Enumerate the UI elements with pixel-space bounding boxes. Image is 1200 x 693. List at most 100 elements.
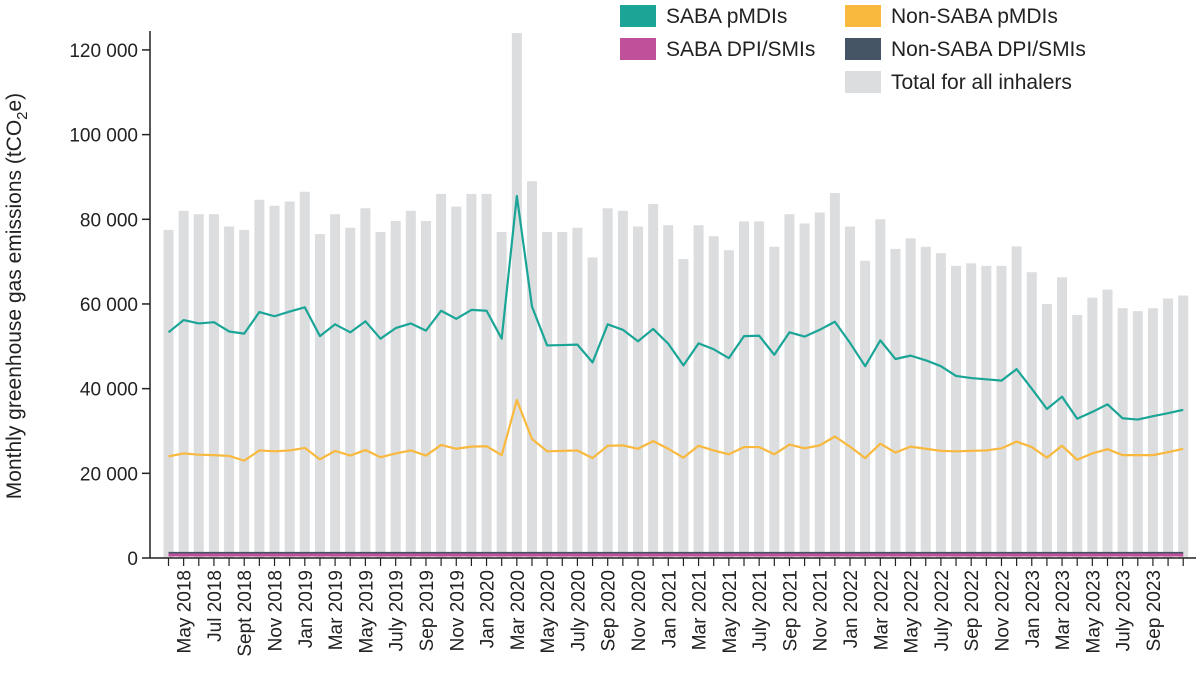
total-bar [375,231,386,559]
total-bar [1117,308,1128,558]
x-tick-label: Nov 2019 [447,570,468,651]
total-bar [860,260,871,558]
x-tick-label: Jan 2021 [659,570,680,648]
y-tick-label: 80 000 [80,210,138,231]
total-bar [739,221,750,558]
x-tick-label: Sep 2019 [417,570,438,651]
y-tick-label: 0 [127,549,138,570]
total-bar [1102,289,1113,558]
legend-item: Total for all inhalers [845,71,1072,94]
x-tick-label: May 2020 [538,570,559,653]
y-tick-label: 120 000 [69,41,138,62]
series-line-non-saba-pmdis [168,398,1184,462]
total-bar [496,231,507,559]
total-bar [557,231,568,559]
x-tick-label: Mar 2021 [690,570,711,650]
total-bar [951,265,962,558]
total-bar [572,227,583,558]
y-tick-label: 60 000 [80,295,138,316]
legend-label: Non-SABA DPI/SMIs [891,38,1086,61]
legend-swatch [845,38,881,60]
total-bar [451,206,462,558]
total-bar [905,238,916,558]
total-bar [466,193,477,558]
total-bar [754,221,765,558]
total-bar [875,219,886,559]
legend-label: SABA DPI/SMIs [666,38,815,61]
total-bar [526,181,537,558]
total-bar [1147,308,1158,558]
total-bar [799,223,810,558]
x-tick-label: Jan 2023 [1023,570,1044,648]
legend-swatch [620,38,656,60]
y-axis-label-subscript: 2 [14,112,31,120]
total-bar [784,214,795,558]
x-tick-label: Sep 2021 [780,570,801,651]
x-tick-label: May 2018 [175,570,196,653]
y-axis-label-main: Monthly greenhouse gas emissions (tCO [3,120,26,499]
legend-item: SABA DPI/SMIs [620,38,815,61]
total-bar [178,210,189,558]
axes: 0 20 000 40 000 60 000 80 000 100 000 120 000 M… [69,31,1196,657]
total-bar [814,212,825,558]
total-bar [587,257,598,558]
x-tick-label: Nov 2022 [992,570,1013,651]
total-bar [1072,314,1083,558]
x-tick-label: Nov 2021 [811,570,832,651]
x-tick-label: Mar 2022 [871,570,892,650]
total-bar [511,33,522,558]
x-tick-label: Mar 2020 [508,570,529,650]
total-bar [360,208,371,558]
total-bar [920,246,931,558]
total-bar [663,225,674,558]
legend-label: Non-SABA pMDIs [891,5,1058,28]
total-bar [617,210,628,558]
legend-label: Total for all inhalers [891,71,1072,94]
x-tick-label: May 2022 [902,570,923,653]
total-bar [193,214,204,558]
total-bar [890,248,901,558]
total-bar [420,220,431,559]
total-bar [1132,311,1143,558]
x-tick-label: Jan 2019 [296,570,317,648]
total-bar [829,193,840,559]
total-bar [254,199,265,558]
total-bar [678,259,689,558]
total-bar [345,227,356,558]
x-tick-label: Sep 2020 [599,570,620,651]
y-tick-label: 20 000 [80,464,138,485]
x-tick-label: Sep 2023 [1144,570,1165,651]
total-bar [330,214,341,558]
total-bar [693,225,704,558]
x-tick-label: May 2023 [1083,570,1104,653]
total-bar [1163,298,1174,558]
legend-item: SABA pMDIs [620,5,787,28]
legend: SABA pMDIs Non-SABA pMDIs SABA DPI/SMIs Non… [620,5,1086,94]
x-tick-label: May 2021 [720,570,741,653]
x-tick-label: May 2019 [356,570,377,653]
total-bars [163,33,1189,559]
y-tick-label: 100 000 [69,126,138,147]
total-bar [633,226,643,559]
legend-swatch [845,5,881,27]
x-tick-label: Jan 2020 [478,570,499,648]
x-tick-label: July 2020 [568,570,589,651]
legend-item: Non-SABA pMDIs [845,5,1058,28]
total-bar [208,214,219,558]
total-bar [224,226,235,559]
x-tick-label: July 2022 [932,570,953,651]
total-bar [723,250,734,558]
legend-swatch [845,71,881,93]
y-axis-label: Monthly greenhouse gas emissions (tCO2e) [3,93,31,499]
x-tick-label: Mar 2023 [1053,570,1074,650]
total-bar [708,236,719,559]
total-bar [996,265,1007,558]
legend-item: Non-SABA DPI/SMIs [845,38,1086,61]
x-tick-label: Jan 2022 [841,570,862,648]
x-tick-label: Sep 2022 [962,570,983,651]
x-tick-label: Jul 2018 [205,570,226,642]
y-axis-label-end: e) [3,93,26,112]
total-bar [1178,295,1189,558]
total-bar [269,205,280,559]
